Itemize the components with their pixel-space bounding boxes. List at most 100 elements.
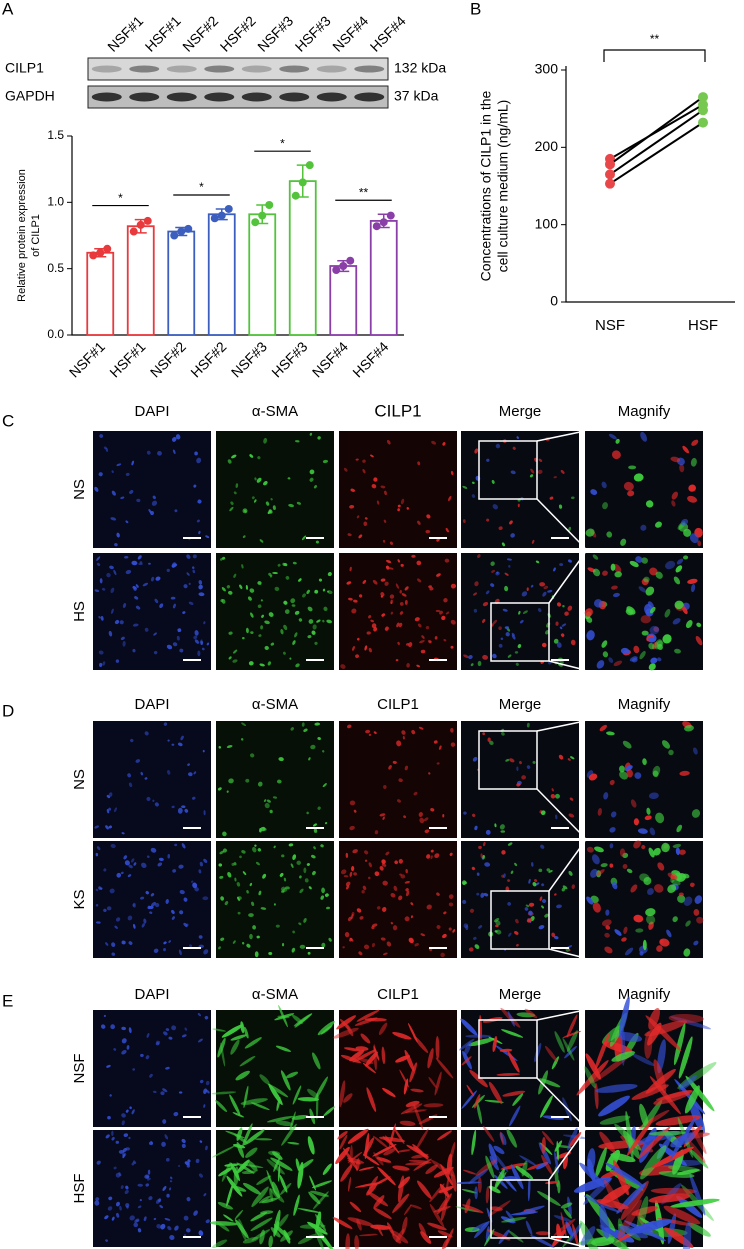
cell <box>462 519 466 523</box>
cell <box>540 1095 553 1118</box>
cell <box>495 443 501 449</box>
cell <box>641 557 649 564</box>
column-header: α-SMA <box>252 986 298 1003</box>
cell <box>372 1135 389 1149</box>
cell <box>476 892 480 896</box>
cell <box>405 1161 432 1166</box>
cell <box>167 854 171 859</box>
cell <box>352 849 358 854</box>
cell <box>519 619 524 624</box>
cell <box>409 1204 422 1210</box>
cell <box>610 1153 636 1163</box>
cell <box>653 1090 693 1105</box>
cell <box>98 472 103 477</box>
cell <box>599 1115 631 1125</box>
cell <box>367 1191 389 1207</box>
cell <box>135 605 141 610</box>
cell <box>356 1218 362 1231</box>
zoom-line <box>536 430 586 442</box>
cell <box>353 809 357 813</box>
micrograph <box>93 721 211 838</box>
cell <box>362 579 367 584</box>
cell <box>445 611 450 615</box>
cell <box>674 600 684 610</box>
cell <box>570 756 575 760</box>
data-point <box>372 222 381 231</box>
y-axis-label: of CILP1 <box>30 214 42 257</box>
cell <box>142 582 149 587</box>
micrograph-bg <box>339 841 457 958</box>
cell <box>221 1162 231 1182</box>
cell <box>484 862 491 867</box>
cell <box>495 924 499 928</box>
cell <box>640 431 648 442</box>
cell <box>172 642 178 647</box>
cell <box>527 1175 531 1202</box>
cell <box>576 1059 609 1096</box>
cell <box>351 865 355 872</box>
cell <box>165 1158 170 1162</box>
blot-lane-label: HSF#3 <box>292 12 334 54</box>
cell <box>243 1026 249 1039</box>
cell <box>336 1015 357 1030</box>
cell <box>692 747 698 755</box>
data-point <box>217 211 226 220</box>
cell <box>174 1225 179 1231</box>
cell <box>251 901 255 907</box>
zoom-line <box>536 788 586 839</box>
cell <box>646 914 656 925</box>
cell <box>390 611 394 615</box>
cell <box>181 805 186 808</box>
cell <box>144 1174 150 1179</box>
cell <box>192 554 197 559</box>
cell <box>450 1168 457 1192</box>
cell <box>620 538 627 546</box>
cell <box>303 917 307 923</box>
y-tick-label: 100 <box>535 215 559 231</box>
cell <box>693 909 700 916</box>
cell <box>586 1148 596 1173</box>
cell <box>645 1015 682 1051</box>
significance-label: * <box>199 180 204 194</box>
cell <box>136 498 141 503</box>
cell <box>417 520 421 525</box>
data-point <box>224 204 233 213</box>
cell <box>178 864 184 869</box>
cell <box>165 1066 170 1070</box>
cell <box>514 862 518 867</box>
cell <box>164 1217 171 1221</box>
data-point <box>177 227 186 236</box>
column-header: α-SMA <box>252 696 298 713</box>
cell <box>545 1045 558 1062</box>
cell <box>198 584 203 590</box>
cell <box>278 757 284 762</box>
cell <box>562 885 568 890</box>
cell <box>492 619 498 625</box>
cell <box>525 1220 533 1236</box>
cell <box>188 601 194 605</box>
cell <box>653 626 659 632</box>
cell <box>584 608 593 617</box>
cell <box>639 650 646 660</box>
x-tick-label: NSF#2 <box>147 338 189 380</box>
cell <box>648 637 656 642</box>
cell <box>114 925 118 929</box>
cell <box>551 932 556 938</box>
cell <box>508 932 512 937</box>
zoom-line <box>536 1009 586 1021</box>
cell <box>293 1194 300 1216</box>
cell <box>230 501 234 505</box>
x-tick-label: NSF#1 <box>66 338 108 380</box>
cell <box>482 654 489 660</box>
cell <box>204 1015 209 1020</box>
cell <box>448 495 452 502</box>
data-point <box>136 220 145 229</box>
cell <box>404 600 408 605</box>
cell <box>212 1239 228 1249</box>
cell <box>468 947 474 952</box>
cell <box>613 660 623 667</box>
cell <box>162 1185 167 1191</box>
micrograph <box>216 721 334 838</box>
cell <box>418 811 423 817</box>
micrograph <box>216 431 334 548</box>
